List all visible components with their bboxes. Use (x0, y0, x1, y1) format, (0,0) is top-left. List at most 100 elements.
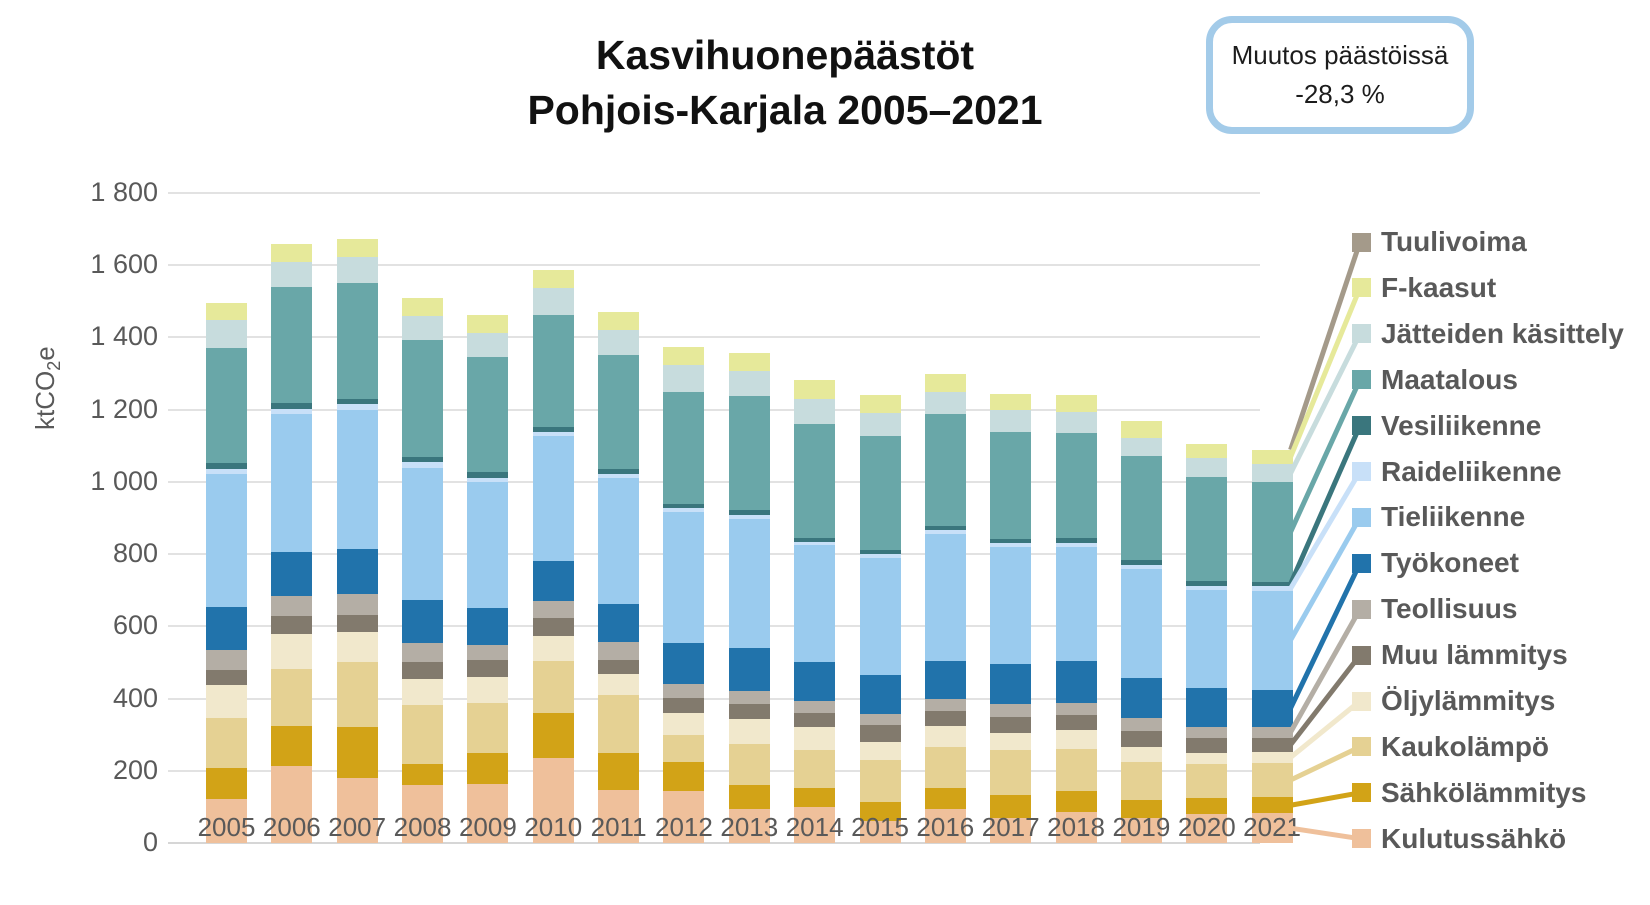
bar-2009 (467, 315, 509, 843)
segment-2007-Maatalous (336, 283, 378, 399)
segment-2021-Kaukolämpö (1251, 762, 1293, 798)
legend-swatch-Öljylämmitys (1352, 691, 1371, 711)
x-tick-label-2021: 2021 (1243, 812, 1302, 842)
legend-swatch-Teollisuus (1352, 599, 1371, 619)
segment-2008-Työkoneet (402, 600, 444, 643)
segment-2012-Teollisuus (663, 683, 705, 698)
gridline-1600 (168, 264, 1260, 267)
segment-2020-Teollisuus (1186, 727, 1228, 739)
leader-line-Tieliikenne (1288, 516, 1363, 642)
segment-2013-Jätteiden käsittely (728, 371, 770, 397)
gridline-1800 (168, 192, 1260, 194)
segment-2016-Muu lämmitys (924, 711, 966, 726)
segment-2005-Öljylämmitys (206, 684, 247, 719)
legend-item-Tieliikenne: Tieliikenne (1352, 501, 1526, 533)
segment-2005-F-kaasut (206, 303, 247, 320)
leader-line-Työkoneet (1288, 562, 1363, 710)
leader-line-Jätteiden käsittely (1288, 332, 1363, 475)
segment-2010-Öljylämmitys (532, 636, 574, 661)
segment-2019-Maatalous (1120, 455, 1162, 561)
legend-label-Kulutussähkö: Kulutussähkö (1381, 822, 1567, 854)
segment-2015-Tieliikenne (859, 558, 901, 675)
segment-2010-Maatalous (532, 314, 574, 427)
y-tick-label-1000: 1 000 (90, 465, 158, 496)
leader-line-Sähkölämmitys (1290, 790, 1361, 808)
legend-label-Muu lämmitys: Muu lämmitys (1381, 639, 1568, 671)
segment-2009-Teollisuus (467, 644, 509, 661)
segment-2015-Jätteiden käsittely (859, 412, 901, 437)
bar-2014 (794, 380, 836, 843)
leader-line-Tuulivoima (1288, 241, 1363, 451)
legend-label-Sähkölämmitys: Sähkölämmitys (1381, 776, 1587, 808)
leader-line-Vesiliikenne (1288, 424, 1363, 585)
segment-2012-F-kaasut (663, 346, 705, 365)
y-tick-label-600: 600 (112, 610, 158, 641)
segment-2016-Kaukolämpö (924, 747, 966, 789)
segment-2008-Teollisuus (402, 642, 444, 663)
segment-2007-Tieliikenne (336, 410, 378, 550)
gridline-1000 (168, 480, 1260, 483)
segment-2008-Maatalous (402, 339, 444, 458)
segment-2020-Maatalous (1186, 476, 1228, 582)
segment-2018-Raideliikenne (1055, 542, 1097, 547)
bar-2021 (1251, 449, 1293, 843)
y-tick-label-1600: 1 600 (90, 249, 158, 280)
segment-2012-Sähkölämmitys (663, 761, 705, 792)
x-tick-label-2014: 2014 (785, 812, 844, 842)
segment-2015-Muu lämmitys (859, 725, 901, 742)
x-tick-label-2020: 2020 (1177, 812, 1236, 842)
segment-2014-Muu lämmitys (794, 712, 836, 728)
legend-label-Tuulivoima: Tuulivoima (1381, 226, 1527, 257)
bar-2008 (402, 298, 444, 843)
x-tick-label-2015: 2015 (851, 812, 909, 842)
segment-2008-Raideliikenne (402, 462, 444, 468)
segment-2019-Raideliikenne (1120, 565, 1162, 569)
legend-label-Teollisuus: Teollisuus (1381, 593, 1518, 625)
segment-2008-Jätteiden käsittely (402, 316, 444, 340)
legend-label-F-kaasut: F-kaasut (1381, 271, 1497, 303)
segment-2006-Muu lämmitys (271, 615, 313, 635)
segment-2014-Öljylämmitys (794, 727, 836, 751)
segment-2014-Kulutussähkö (794, 806, 836, 843)
segment-2018-Tieliikenne (1055, 546, 1097, 662)
segment-2006-F-kaasut (271, 244, 313, 263)
x-tick-label-2010: 2010 (524, 812, 583, 842)
segment-2018-Kulutussähkö (1055, 812, 1097, 843)
segment-2008-Kulutussähkö (402, 785, 444, 843)
segment-2011-Sähkölämmitys (598, 753, 640, 791)
segment-2021-F-kaasut (1251, 449, 1293, 465)
legend-item-Jätteiden käsittely: Jätteiden käsittely (1352, 317, 1624, 349)
legend-item-Vesiliikenne: Vesiliikenne (1352, 410, 1541, 441)
y-tick-label-200: 200 (112, 754, 158, 785)
segment-2007-Öljylämmitys (336, 632, 378, 663)
legend-label-Jätteiden käsittely: Jätteiden käsittely (1381, 317, 1624, 349)
segment-2017-Maatalous (990, 432, 1032, 539)
segment-2009-Raideliikenne (467, 477, 509, 482)
segment-2018-Vesiliikenne (1055, 537, 1097, 543)
bar-2015 (859, 394, 901, 843)
leader-line-Maatalous (1288, 378, 1363, 533)
segment-2019-Työkoneet (1120, 678, 1162, 719)
segment-2011-Teollisuus (598, 641, 640, 660)
segment-2021-Tieliikenne (1251, 590, 1293, 690)
segment-2016-Sähkölämmitys (924, 788, 966, 810)
segment-2007-Teollisuus (336, 593, 378, 616)
segment-2008-Öljylämmitys (402, 679, 444, 705)
legend-item-Muu lämmitys: Muu lämmitys (1352, 639, 1568, 671)
segment-2015-Kaukolämpö (859, 759, 901, 802)
gridline-800 (168, 553, 1260, 556)
legend-label-Tieliikenne: Tieliikenne (1381, 501, 1526, 533)
segment-2011-Raideliikenne (598, 473, 640, 478)
segment-2014-Teollisuus (794, 701, 836, 713)
segment-2017-Teollisuus (990, 704, 1032, 717)
bar-2012 (663, 346, 705, 843)
segment-2010-Vesiliikenne (532, 426, 574, 432)
bar-2005 (206, 303, 247, 843)
segment-2014-F-kaasut (794, 380, 836, 399)
segment-2012-Kaukolämpö (663, 734, 705, 762)
segment-2009-Kulutussähkö (467, 784, 509, 843)
segment-2017-Raideliikenne (990, 543, 1032, 548)
bar-2018 (1055, 395, 1097, 843)
x-tick-label-2008: 2008 (393, 812, 452, 842)
segment-2013-Teollisuus (728, 691, 770, 705)
